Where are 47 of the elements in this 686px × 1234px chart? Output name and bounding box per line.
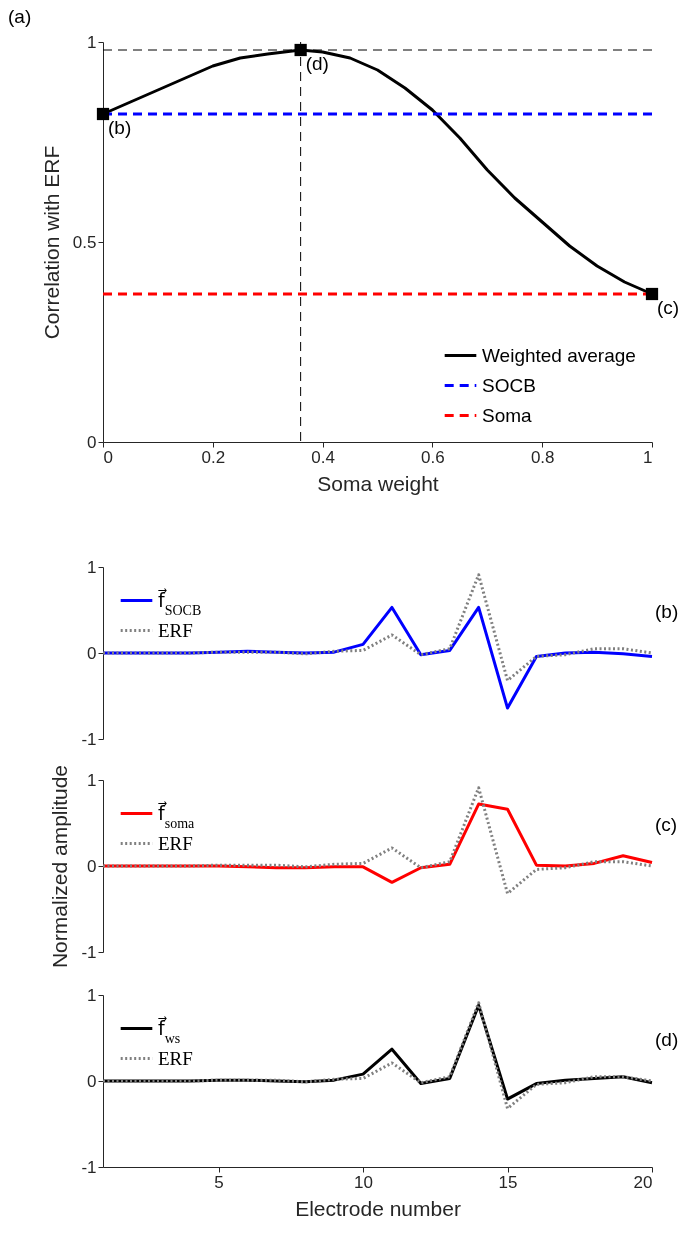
point <box>294 43 307 57</box>
y-axis-title: Normalized amplitude <box>48 764 72 969</box>
y-tick-label: 1 <box>87 770 97 790</box>
legend-label: f⃗$_{ws}$ <box>158 1016 181 1045</box>
legend-label: ERF <box>158 1047 193 1069</box>
text: (a) <box>8 6 32 27</box>
x-tick-label: 5 <box>214 1172 224 1192</box>
x-tick-label: 0.6 <box>421 447 445 467</box>
annotation: (d) <box>305 53 329 74</box>
y-axis-title: Correlation with ERF <box>39 145 63 340</box>
legend-label: Soma <box>482 404 533 426</box>
legend-label: SOCB <box>482 374 536 396</box>
legend-label: f⃗$_{soma}$ <box>158 801 196 830</box>
text: (b) <box>655 601 679 622</box>
x-tick-label: 0.4 <box>311 447 335 467</box>
annotation: (b) <box>108 117 132 138</box>
y-tick-label: 1 <box>87 985 97 1005</box>
point <box>645 287 659 301</box>
legend-label: ERF <box>158 832 193 854</box>
y-tick-label: -1 <box>81 729 97 749</box>
legend-label: f⃗$_{SOCB}$ <box>158 588 202 617</box>
x-tick-label: 1 <box>643 447 653 467</box>
y-tick-label: 0 <box>87 856 97 876</box>
x-tick-label: 15 <box>498 1172 518 1192</box>
point <box>96 107 110 121</box>
line-series <box>101 573 654 683</box>
y-tick-label: -1 <box>81 942 97 962</box>
text: (c) <box>655 814 678 835</box>
y-tick-label: 0 <box>87 432 97 452</box>
x-axis-title: Electrode number <box>295 1196 461 1220</box>
line-series <box>101 786 654 896</box>
y-tick-label: -1 <box>81 1157 97 1177</box>
annotation: (c) <box>657 297 680 318</box>
x-tick-label: 0.2 <box>201 447 226 467</box>
x-tick-label: 10 <box>354 1172 374 1192</box>
x-tick-label: 20 <box>633 1172 653 1192</box>
legend-label: Weighted average <box>482 344 636 366</box>
text: (d) <box>655 1029 679 1050</box>
y-tick-label: 0.5 <box>72 232 97 252</box>
legend-label: ERF <box>158 619 193 641</box>
x-axis-title: Soma weight <box>317 471 439 495</box>
y-tick-label: 1 <box>87 557 97 577</box>
y-tick-label: 0 <box>87 643 97 663</box>
y-tick-label: 0 <box>87 1071 97 1091</box>
x-tick-label: 0 <box>103 447 113 467</box>
x-tick-label: 0.8 <box>530 447 555 467</box>
y-tick-label: 1 <box>87 32 97 52</box>
